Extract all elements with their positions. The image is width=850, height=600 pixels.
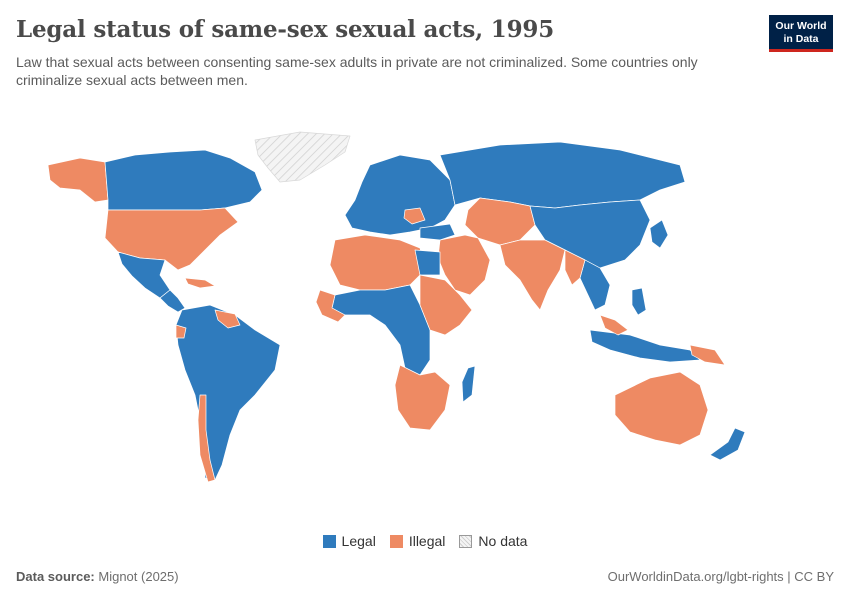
region-greenland[interactable] [254,131,351,183]
region-southern-africa[interactable] [394,364,451,431]
legend-item-no-data[interactable]: No data [459,533,527,549]
legend-label-illegal: Illegal [408,533,446,549]
logo-line-1: Our World [775,20,827,32]
region-new-zealand[interactable] [709,427,746,461]
region-myanmar[interactable] [564,249,586,286]
region-canada[interactable] [104,149,263,211]
region-philippines[interactable] [631,287,647,316]
legend-item-illegal[interactable]: Illegal [389,533,446,549]
region-east-africa[interactable] [419,274,473,336]
region-japan[interactable] [649,219,669,249]
world-map[interactable] [0,110,850,520]
region-balkans[interactable] [403,207,426,225]
region-turkey[interactable] [419,223,456,241]
region-west-africa[interactable] [315,289,346,323]
region-north-africa[interactable] [329,234,426,291]
region-south-asia[interactable] [499,239,566,311]
region-ecuador[interactable] [175,324,187,339]
legend-label-legal: Legal [341,533,376,549]
region-png[interactable] [689,344,726,366]
logo-line-2: in Data [783,33,819,45]
region-russia[interactable] [439,141,686,209]
data-source-value[interactable]: Mignot (2025) [98,569,179,584]
region-indonesia[interactable] [589,329,701,363]
legend-item-legal[interactable]: Legal [322,533,376,549]
data-source: Data source: Mignot (2025) [16,569,179,584]
region-australia[interactable] [614,371,709,446]
legend-label-no-data: No data [478,533,528,549]
world-map-svg[interactable] [0,110,850,520]
owid-logo[interactable]: Our World in Data [769,15,833,52]
region-madagascar[interactable] [461,365,476,403]
legend-swatch-legal [322,534,336,548]
region-central-america[interactable] [159,289,186,313]
region-caribbean[interactable] [184,277,216,289]
region-guyana[interactable] [214,309,241,329]
footer-url[interactable]: OurWorldinData.org/lgbt-rights | CC BY [607,569,834,584]
region-europe[interactable] [344,154,456,236]
region-south-america[interactable] [175,304,281,481]
region-malaysia[interactable] [599,314,629,336]
chart-title: Legal status of same-sex sexual acts, 19… [16,16,554,43]
region-west-central-africa[interactable] [331,284,431,376]
chart-subtitle: Law that sexual acts between consenting … [16,54,698,88]
region-chile[interactable] [197,394,216,483]
region-alaska[interactable] [47,157,109,203]
data-source-label: Data source: [16,569,95,584]
legend-swatch-illegal [389,534,403,548]
legend-swatch-no-data [459,534,473,548]
region-southeast-asia[interactable] [579,259,611,311]
region-egypt[interactable] [414,249,441,276]
legend: Legal Illegal No data [0,533,850,549]
region-middle-east[interactable] [437,234,491,296]
